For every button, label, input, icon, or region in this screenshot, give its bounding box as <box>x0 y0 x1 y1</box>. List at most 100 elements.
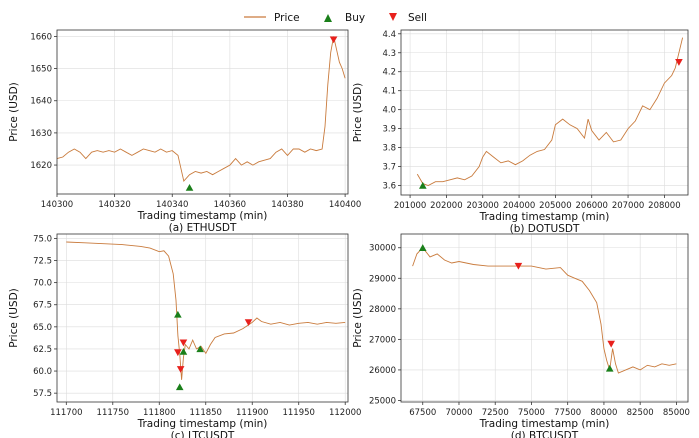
ltc-ytick-label: 60.0 <box>33 367 52 377</box>
btc-ytick-label: 26000 <box>369 366 396 376</box>
panel-dot: 201000 202000 203000 204000 205000 206000 2070… <box>352 29 689 235</box>
ltc-buy-marker <box>179 348 188 355</box>
legend-buy-marker <box>324 14 332 22</box>
dot-ytick-label: 4.3 <box>382 49 396 59</box>
dot-sell-marker <box>675 59 683 66</box>
ltc-ylabel: Price (USD) <box>8 288 20 348</box>
btc-xtick-label: 82500 <box>627 408 654 418</box>
btc-xtick-label: 85000 <box>663 408 690 418</box>
ltc-ytick-label: 65.0 <box>33 323 52 333</box>
btc-xtick-label: 67500 <box>409 408 436 418</box>
ltc-ytick-label: 67.5 <box>33 301 52 311</box>
dot-xlabel: Trading timestamp (min) <box>479 211 610 223</box>
dot-ytick-label: 4.1 <box>382 87 396 97</box>
ltc-sell-marker <box>176 366 185 373</box>
dot-ytick-label: 3.7 <box>382 163 396 173</box>
ltc-sell-marker <box>174 349 182 357</box>
panel-ltc: 111700 111750 111800 111850 111900 111950 1120… <box>8 233 361 438</box>
btc-ytick-label: 25000 <box>369 396 396 406</box>
dot-caption: (b) DOTUSDT <box>510 223 580 235</box>
ltc-buy-marker <box>196 345 204 353</box>
ltc-xtick-label: 112000 <box>329 408 361 418</box>
legend-sell-label: Sell <box>408 12 427 24</box>
btc-ytick-label: 28000 <box>369 305 396 315</box>
dot-xtick-label: 206000 <box>576 201 608 211</box>
ltc-ytick-label: 57.5 <box>33 389 52 399</box>
btc-axes-frame <box>400 233 689 403</box>
eth-xtick-label: 140320 <box>98 200 130 210</box>
eth-xtick-label: 140300 <box>41 200 73 210</box>
ltc-xtick-label: 111950 <box>282 408 314 418</box>
panel-btc: 67500 70000 72500 75000 77500 80000 82500 85000… <box>352 233 690 438</box>
dot-xtick-label: 201000 <box>394 201 426 211</box>
eth-xtick-label: 140400 <box>329 200 361 210</box>
dot-xtick-label: 203000 <box>467 201 499 211</box>
btc-xlabel: Trading timestamp (min) <box>479 418 610 430</box>
dot-xtick-label: 205000 <box>539 201 571 211</box>
legend-sell-marker <box>389 13 397 21</box>
dot-xtick-label: 202000 <box>430 201 462 211</box>
dot-ytick-label: 4.4 <box>382 30 396 40</box>
ltc-xtick-label: 111900 <box>236 408 268 418</box>
btc-xtick-label: 70000 <box>445 408 472 418</box>
legend-buy-label: Buy <box>345 12 365 24</box>
eth-axes-frame <box>56 29 349 195</box>
btc-buy-marker <box>605 364 614 372</box>
eth-sell-marker <box>329 36 338 44</box>
ltc-xtick-label: 111850 <box>190 408 222 418</box>
btc-xtick-label: 72500 <box>482 408 509 418</box>
dot-price-line <box>416 37 684 186</box>
eth-ytick-label: 1660 <box>30 32 52 42</box>
btc-ylabel: Price (USD) <box>352 288 364 348</box>
eth-xtick-label: 140360 <box>214 200 246 210</box>
ltc-sell-marker <box>244 319 253 327</box>
dot-xtick-label: 207000 <box>612 201 644 211</box>
ltc-sell-marker <box>179 339 188 347</box>
btc-ytick-label: 29000 <box>369 274 396 284</box>
ltc-xtick-label: 111700 <box>50 408 82 418</box>
ltc-buy-marker <box>175 383 184 391</box>
eth-caption: (a) ETHUSDT <box>169 222 237 234</box>
btc-xtick-label: 77500 <box>554 408 581 418</box>
dot-ytick-label: 4.0 <box>382 106 396 116</box>
ltc-axes-frame <box>56 233 349 403</box>
ltc-ytick-label: 72.5 <box>33 257 52 267</box>
btc-sell-marker <box>607 340 615 348</box>
ltc-caption: (c) LTCUSDT <box>171 430 235 438</box>
ltc-xlabel: Trading timestamp (min) <box>137 418 268 430</box>
panel-eth: 140300 140320 140340 140360 140380 140400 1620… <box>8 29 361 234</box>
dot-axes-frame <box>400 29 689 196</box>
ltc-ytick-label: 75.0 <box>33 234 52 244</box>
eth-ytick-label: 1640 <box>30 97 52 107</box>
dot-ytick-label: 3.6 <box>382 182 396 192</box>
ltc-ytick-label: 62.5 <box>33 345 52 355</box>
eth-ytick-label: 1620 <box>30 161 52 171</box>
ltc-xtick-label: 111750 <box>97 408 129 418</box>
btc-price-line <box>412 247 677 374</box>
eth-xlabel: Trading timestamp (min) <box>137 210 268 222</box>
eth-ylabel: Price (USD) <box>8 82 20 142</box>
eth-ytick-label: 1650 <box>30 65 52 75</box>
ltc-buy-marker <box>174 310 182 318</box>
dot-xtick-label: 208000 <box>648 201 680 211</box>
dot-xtick-label: 204000 <box>503 201 535 211</box>
btc-buy-marker <box>418 244 427 251</box>
legend: Price Buy Sell <box>244 12 427 24</box>
dot-ytick-label: 3.8 <box>382 144 396 154</box>
eth-ytick-label: 1630 <box>30 129 52 139</box>
eth-xtick-label: 140380 <box>271 200 303 210</box>
btc-sell-marker <box>514 262 523 270</box>
btc-caption: (d) BTCUSDT <box>511 430 579 438</box>
dot-ytick-label: 4.2 <box>382 68 396 78</box>
btc-xtick-label: 75000 <box>518 408 545 418</box>
eth-xtick-label: 140340 <box>156 200 188 210</box>
dot-ytick-label: 3.9 <box>382 125 396 135</box>
eth-buy-marker <box>185 183 194 191</box>
dot-ylabel: Price (USD) <box>352 83 364 143</box>
btc-xtick-label: 80000 <box>590 408 617 418</box>
ltc-price-line <box>66 241 346 380</box>
btc-ytick-label: 27000 <box>369 335 396 345</box>
ltc-ytick-label: 70.0 <box>33 279 52 289</box>
ltc-xtick-label: 111800 <box>143 408 175 418</box>
